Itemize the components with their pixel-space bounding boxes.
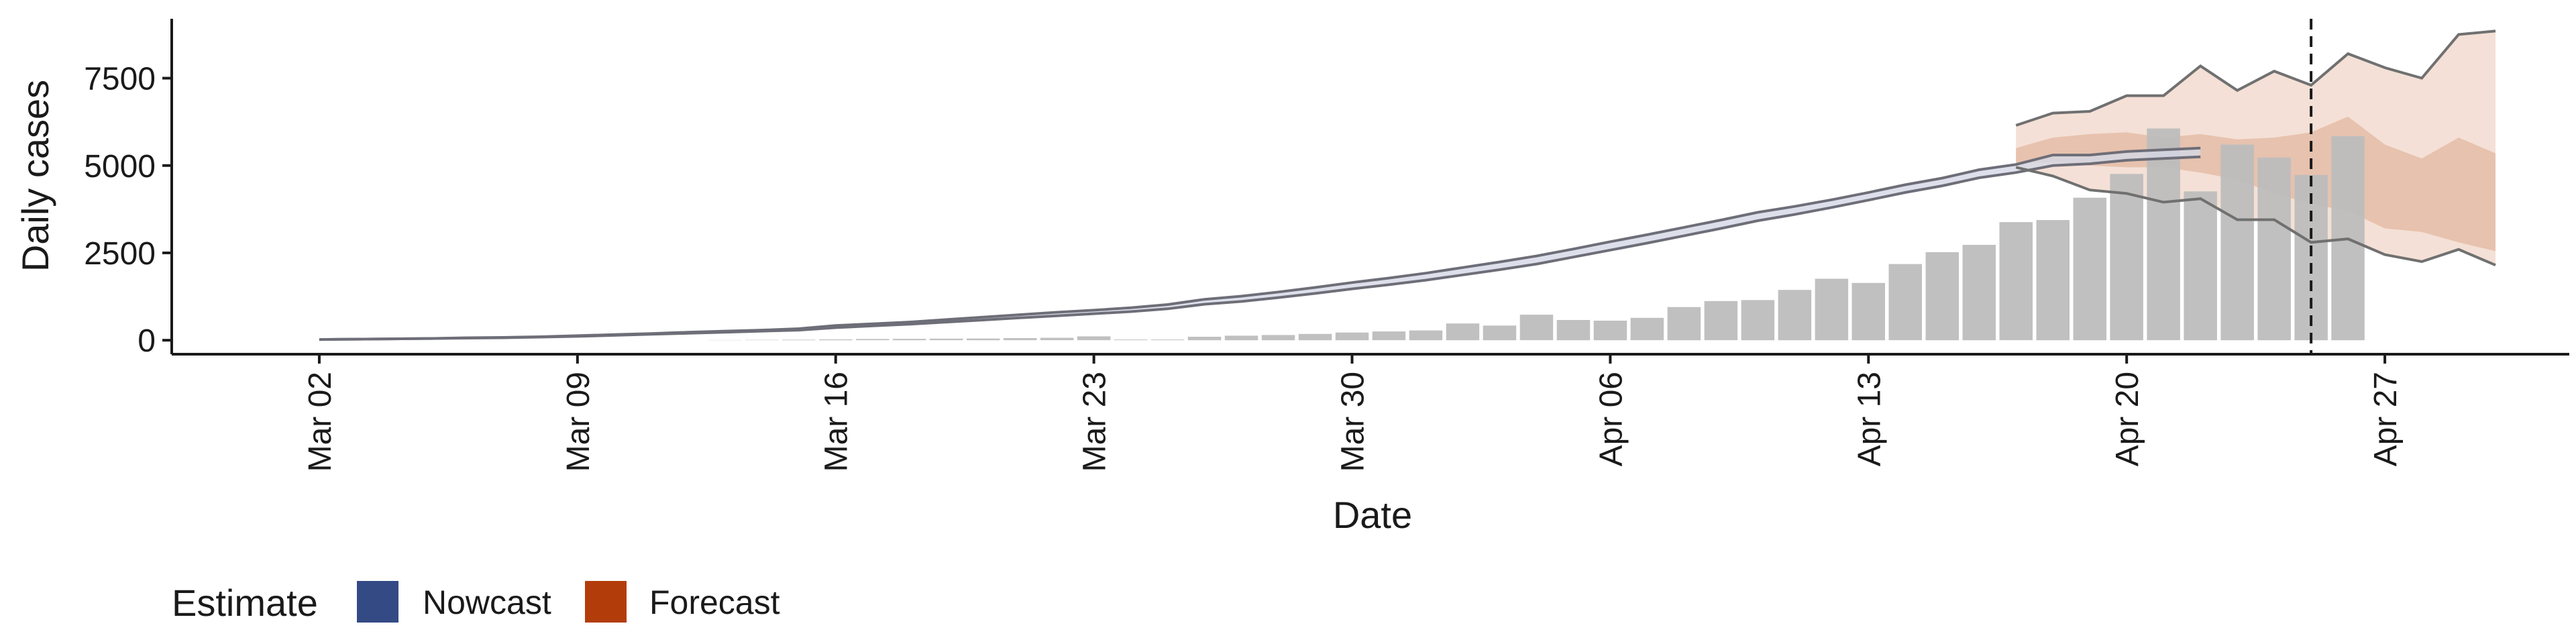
bar-35 <box>1999 222 2033 341</box>
bar-39 <box>2147 128 2180 341</box>
bar-31 <box>1851 282 1885 341</box>
bar-28 <box>1741 300 1775 341</box>
legend-label-forecast: Forecast <box>649 584 780 621</box>
x-tick-label-1: Mar 09 <box>561 372 596 472</box>
bar-29 <box>1778 290 1812 341</box>
bar-32 <box>1888 264 1922 341</box>
legend: Estimate Nowcast Forecast <box>172 581 780 624</box>
x-tick-label-8: Apr 27 <box>2368 372 2404 466</box>
bar-9 <box>1040 337 1074 341</box>
legend-swatch-nowcast <box>357 581 398 623</box>
legend-swatch-forecast <box>585 581 627 623</box>
bar-18 <box>1372 331 1406 341</box>
x-tick-label-4: Mar 30 <box>1336 372 1371 472</box>
bar-2 <box>782 339 816 341</box>
bar-15 <box>1261 335 1295 341</box>
x-tick-label-3: Mar 23 <box>1077 372 1113 472</box>
forecast-lower-line <box>2015 166 2496 267</box>
bar-36 <box>2036 220 2070 341</box>
bar-22 <box>1519 315 1554 341</box>
x-tick-label-2: Mar 16 <box>819 372 855 472</box>
x-axis-title: Date <box>1333 494 1412 536</box>
bar-37 <box>2073 197 2106 341</box>
x-tick-label-5: Apr 06 <box>1593 372 1629 466</box>
plot-area <box>319 19 2496 354</box>
y-tick-label-0: 0 <box>138 323 156 359</box>
bar-38 <box>2110 174 2143 341</box>
bar-40 <box>2184 191 2217 341</box>
forecast-upper-line <box>2015 30 2496 127</box>
x-tick-label-7: Apr 20 <box>2110 372 2145 466</box>
bar-20 <box>1446 323 1480 341</box>
y-tick-label-1: 2500 <box>84 236 156 272</box>
legend-label-nowcast: Nowcast <box>423 584 551 621</box>
bar-41 <box>2220 144 2254 341</box>
bar-42 <box>2257 157 2291 341</box>
bar-8 <box>1003 338 1037 341</box>
bar-7 <box>966 338 1000 341</box>
bar-14 <box>1224 335 1258 341</box>
bar-21 <box>1483 325 1517 341</box>
bar-11 <box>1114 339 1148 341</box>
nowcast-lower-line <box>319 155 2201 341</box>
x-tick-label-0: Mar 02 <box>303 372 338 472</box>
bar-3 <box>819 339 853 341</box>
bar-19 <box>1409 330 1443 341</box>
legend-title: Estimate <box>172 582 318 624</box>
bar-24 <box>1593 321 1627 341</box>
bar-34 <box>1962 245 1996 341</box>
nowcast-band <box>319 148 2201 340</box>
y-tick-label-3: 7500 <box>84 62 156 97</box>
x-tick-label-6: Apr 13 <box>1851 372 1887 466</box>
bar-26 <box>1667 307 1701 341</box>
bar-1 <box>745 339 779 341</box>
bar-33 <box>1925 252 1959 341</box>
bar-5 <box>892 339 926 341</box>
axes: 0 2500 5000 7500 Mar 02 Mar 09 Mar 16 Mar 23 Mar… <box>84 19 2569 472</box>
bar-12 <box>1150 339 1185 341</box>
bar-17 <box>1335 332 1369 341</box>
y-tick-label-2: 5000 <box>84 149 156 184</box>
bar-27 <box>1704 301 1738 341</box>
bar-6 <box>929 338 963 341</box>
bar-4 <box>856 339 890 341</box>
y-axis-title: Daily cases <box>14 80 56 272</box>
bar-10 <box>1077 336 1111 341</box>
bar-23 <box>1556 320 1591 341</box>
bar-25 <box>1630 317 1664 341</box>
bar-16 <box>1298 333 1332 341</box>
bar-30 <box>1815 278 1849 341</box>
bar-13 <box>1187 337 1222 341</box>
